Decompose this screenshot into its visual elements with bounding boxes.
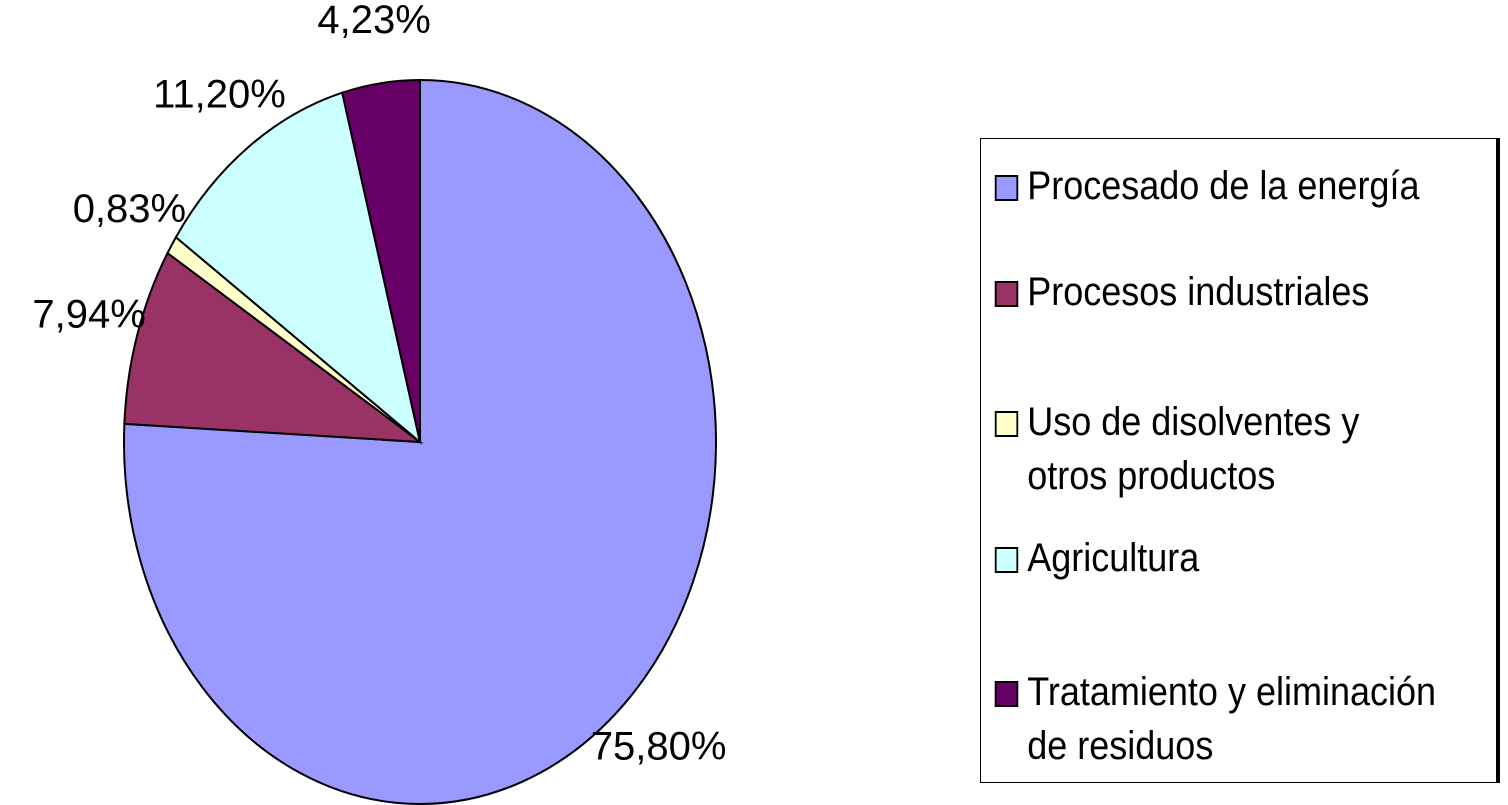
legend-swatch: [994, 175, 1019, 201]
legend-swatch: [994, 411, 1019, 437]
legend-label: Tratamiento y eliminación de residuos: [1027, 670, 1437, 768]
legend-label: Procesos industriales: [1027, 270, 1370, 314]
pie-slice: [174, 91, 422, 445]
data-label: 11,20%: [153, 72, 286, 116]
legend: Procesado de la energía Procesos industri…: [980, 138, 1500, 783]
data-label: 4,23%: [317, 0, 430, 42]
legend-item: Procesado de la energía: [993, 159, 1443, 213]
legend-swatch: [994, 681, 1019, 707]
legend-item: Agricultura: [993, 531, 1443, 585]
pie-slice: [341, 78, 421, 443]
legend-label: Procesado de la energía: [1027, 164, 1420, 208]
legend-item: Procesos industriales: [993, 265, 1443, 319]
data-label: 7,94%: [32, 293, 145, 337]
legend-swatch: [994, 547, 1019, 573]
data-label: 0,83%: [73, 187, 186, 231]
legend-item: Tratamiento y eliminación de residuos: [993, 665, 1443, 773]
data-label: 75,80%: [591, 724, 727, 768]
pie-slice: [123, 251, 424, 444]
legend-item: Uso de disolventes y otros productos: [993, 395, 1443, 503]
legend-label: Uso de disolventes y otros productos: [1027, 400, 1360, 498]
legend-label: Agricultura: [1027, 536, 1200, 580]
legend-swatch: [994, 281, 1019, 307]
